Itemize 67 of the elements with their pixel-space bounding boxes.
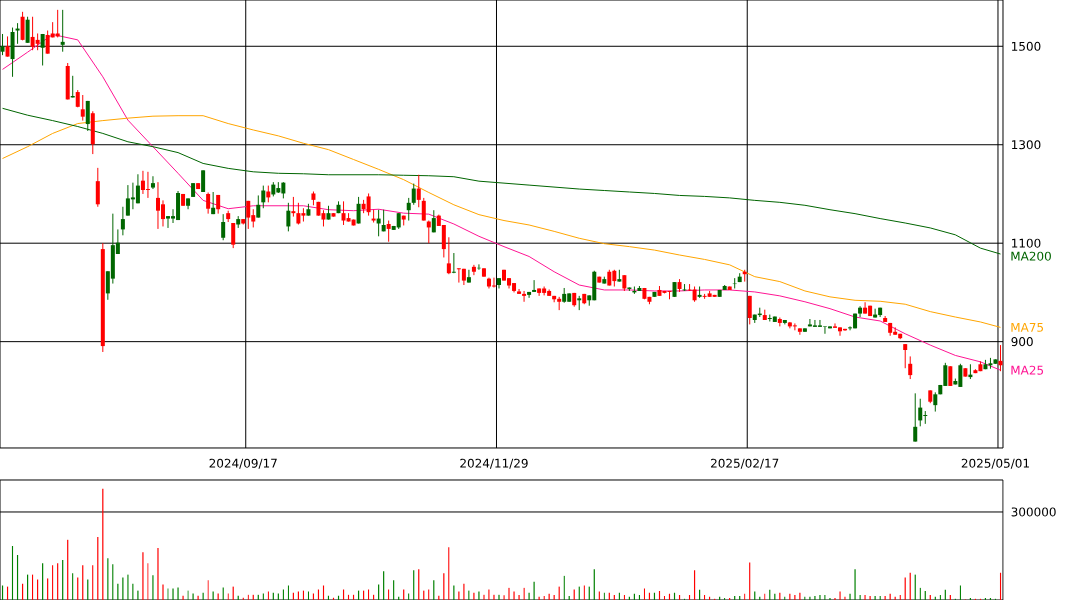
candlestick (918, 398, 923, 427)
y-tick-label: 900 (1011, 337, 1033, 347)
candlestick (797, 327, 802, 336)
candlestick (246, 200, 251, 230)
y-tick-label: 300000 (1011, 507, 1056, 517)
candlestick (166, 215, 171, 229)
candlestick (908, 355, 913, 380)
candlestick (913, 392, 918, 443)
candlestick (411, 183, 416, 206)
candlestick (150, 175, 155, 190)
candlestick (386, 220, 391, 243)
candlestick (491, 277, 496, 288)
series-label: MA200 (1011, 251, 1051, 261)
x-tick-label: 2025/02/17 (711, 458, 779, 469)
candlestick (421, 197, 426, 222)
candlestick (863, 301, 868, 315)
series-label: MA75 (1011, 322, 1044, 332)
y-tick-label: 1100 (1012, 238, 1041, 248)
candlestick (366, 192, 371, 217)
x-tick-label: 2024/11/29 (460, 458, 528, 469)
candlestick (471, 264, 476, 276)
x-tick-label: 2024/09/17 (209, 458, 277, 469)
candlestick (446, 236, 451, 275)
candlestick (221, 213, 226, 241)
candlestick (206, 191, 211, 215)
candlestick (296, 202, 301, 225)
candlestick (933, 391, 938, 413)
candlestick (291, 196, 296, 218)
candlestick (80, 94, 85, 122)
candlestick (416, 174, 421, 208)
candlestick (873, 308, 878, 319)
candlestick (286, 202, 291, 232)
candlestick (792, 322, 797, 331)
line-series (2, 115, 1001, 328)
candlestick (948, 365, 953, 387)
candlestick (95, 167, 100, 208)
y-tick-label: 1300 (1012, 140, 1041, 150)
candlestick (356, 196, 361, 224)
candlestick (55, 9, 60, 38)
series-label: MA25 (1011, 365, 1044, 375)
candlestick (60, 9, 65, 53)
candlestick (15, 22, 20, 45)
candlestick (0, 33, 5, 56)
candlestick (145, 171, 150, 199)
candlestick (40, 33, 45, 66)
candlestick (201, 169, 206, 193)
candlestick (120, 206, 125, 236)
candlestick (160, 199, 165, 227)
candlestick (256, 194, 261, 219)
y-tick-label: 1500 (1012, 41, 1041, 51)
candlestick (858, 305, 863, 318)
candlestick (406, 197, 411, 222)
candlestick (903, 343, 908, 369)
candlestick (20, 11, 25, 41)
candlestick (466, 269, 471, 284)
candlestick (5, 35, 10, 58)
candlestick (25, 16, 30, 44)
candlestick (747, 295, 752, 325)
x-tick-label: 2025/05/01 (961, 458, 1029, 469)
candlestick (522, 290, 527, 303)
candlestick (456, 267, 461, 284)
candlestick (261, 185, 266, 209)
candlestick (451, 252, 456, 274)
candlestick (532, 279, 537, 293)
candlestick (231, 222, 236, 249)
candlestick (527, 291, 532, 299)
candlestick (135, 173, 140, 204)
